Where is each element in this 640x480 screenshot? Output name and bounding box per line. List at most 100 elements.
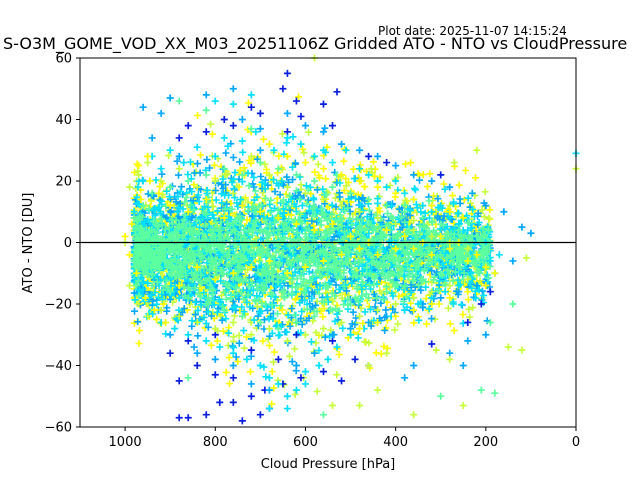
scatter-point-s5-p67 — [428, 300, 436, 308]
scatter-point-s2-p37 — [171, 325, 179, 333]
scatter-point-s5-p64 — [374, 318, 382, 326]
scatter-point-s2-p27 — [437, 202, 445, 210]
scatter-point-s4-p5 — [193, 183, 201, 191]
scatter-point-s1-p5 — [238, 116, 246, 123]
scatter-point-s0-p37 — [333, 88, 341, 96]
scatter-point-s0-p48 — [486, 288, 494, 296]
scatter-point-s5-p18 — [238, 202, 246, 210]
scatter-point-s0-p40 — [329, 122, 337, 130]
scatter-point-s0-p26 — [329, 337, 337, 345]
scatter-point-s4-p26 — [193, 318, 201, 326]
scatter-point-s3-p66 — [247, 125, 255, 133]
scatter-point-s2-p18 — [356, 165, 364, 173]
scatter-point-s2-p14 — [310, 152, 318, 160]
scatter-point-s1-p24 — [211, 355, 219, 363]
scatter-point-s4-p46 — [432, 346, 440, 354]
scatter-point-s4-p29 — [247, 331, 255, 339]
scatter-point-s1-p40 — [509, 257, 517, 265]
scatter-point-s2-p25 — [419, 202, 427, 210]
scatter-point-s3-p8 — [256, 159, 264, 167]
scatter-point-s5-p46 — [491, 269, 499, 277]
scatter-point-s4-p17 — [410, 226, 418, 234]
scatter-point-s5-p11 — [175, 282, 183, 290]
scatter-point-s3-p15 — [383, 202, 391, 210]
scatter-point-s1-p1 — [157, 109, 165, 117]
scatter-point-s0-p1 — [184, 414, 192, 422]
scatter-point-s3-p26 — [184, 294, 192, 302]
scatter-point-s5-p35 — [392, 245, 400, 253]
scatter-point-s5-p51 — [265, 140, 273, 148]
scatter-point-s4-p51 — [522, 254, 530, 262]
scatter-point-s4-p10 — [283, 183, 291, 191]
scatter-point-s5-p43 — [464, 257, 472, 265]
scatter-point-s1-p7 — [283, 109, 291, 117]
scatter-point-s4-p0 — [126, 183, 134, 191]
scatter-point-s3-p4 — [184, 177, 192, 185]
scatter-point-s5-p13 — [193, 263, 201, 271]
scatter-point-s5-p48 — [144, 152, 152, 160]
scatter-point-s2-p48 — [301, 368, 309, 376]
scatter-point-s4-p22 — [135, 300, 143, 308]
scatter-point-s0-p34 — [202, 128, 210, 136]
scatter-point-s3-p14 — [365, 195, 373, 203]
scatter-point-s4-p50 — [518, 346, 526, 354]
scatter-point-s3-p28 — [220, 306, 228, 314]
scatter-point-s2-p16 — [329, 159, 337, 167]
scatter-point-s0-p33 — [220, 116, 228, 123]
scatter-point-s2-p4 — [166, 146, 174, 154]
scatter-point-s2-p57 — [414, 300, 422, 308]
scatter-point-s3-p3 — [166, 183, 174, 191]
scatter-point-s0-p41 — [283, 128, 291, 136]
scatter-point-s0-p18 — [193, 362, 201, 369]
scatter-point-s1-p27 — [265, 386, 273, 394]
x-tick-label: 400 — [383, 435, 408, 450]
scatter-point-s3-p18 — [437, 220, 445, 228]
scatter-point-s2-p39 — [202, 337, 210, 345]
scatter-point-s2-p38 — [184, 331, 192, 339]
scatter-point-s5-p28 — [329, 220, 337, 228]
scatter-point-s0-p28 — [279, 85, 287, 93]
scatter-point-s1-p11 — [356, 146, 364, 154]
scatter-point-s3-p13 — [347, 189, 355, 197]
scatter-point-s3-p34 — [329, 306, 337, 314]
scatter-point-s1-p42 — [175, 152, 183, 160]
scatter-point-s0-p42 — [365, 152, 373, 160]
scatter-point-s4-p21 — [126, 282, 134, 290]
scatter-point-s2-p63 — [486, 257, 494, 265]
scatter-point-s2-p45 — [274, 380, 282, 388]
scatter-point-s5-p15 — [211, 275, 219, 283]
scatter-point-s3-p31 — [274, 325, 282, 333]
scatter-point-s0-p39 — [229, 122, 237, 130]
scatter-point-s0-p46 — [464, 318, 472, 326]
scatter-point-s1-p25 — [229, 362, 237, 369]
scatter-point-s0-p44 — [437, 171, 445, 179]
scatter-point-s1-p23 — [193, 349, 201, 357]
scatter-point-s3-p40 — [437, 269, 445, 277]
chart-title: S-O3M_GOME_VOD_XX_M03_20251106Z Gridded … — [3, 34, 628, 53]
scatter-point-s5-p49 — [153, 315, 161, 323]
scatter-point-s5-p55 — [338, 171, 346, 179]
scatter-point-s5-p65 — [392, 312, 400, 320]
scatter-point-s1-p9 — [319, 128, 327, 136]
scatter-point-s3-p16 — [401, 208, 409, 216]
scatter-point-s0-p14 — [351, 355, 359, 363]
scatter-point-s0-p12 — [319, 368, 327, 376]
scatter-point-s5-p59 — [410, 195, 418, 203]
scatter-point-s5-p44 — [473, 251, 481, 259]
scatter-point-s3-p24 — [148, 282, 156, 290]
scatter-point-s5-p21 — [265, 257, 273, 265]
scatter-point-s1-p10 — [338, 140, 346, 148]
scatter-point-s3-p19 — [455, 226, 463, 234]
scatter-point-s2-p56 — [401, 306, 409, 314]
scatter-point-s4-p41 — [464, 275, 472, 283]
scatter-point-s4-p34 — [338, 318, 346, 326]
scatter-point-s1-p38 — [473, 282, 481, 290]
scatter-point-s0-p4 — [256, 411, 264, 419]
y-tick-label: 40 — [55, 113, 72, 128]
y-tick-label: −60 — [45, 421, 72, 436]
scatter-point-s2-p64 — [495, 251, 503, 259]
scatter-point-s3-p9 — [274, 165, 282, 173]
scatter-point-s1-p43 — [256, 146, 264, 154]
point-cloud — [130, 93, 494, 408]
